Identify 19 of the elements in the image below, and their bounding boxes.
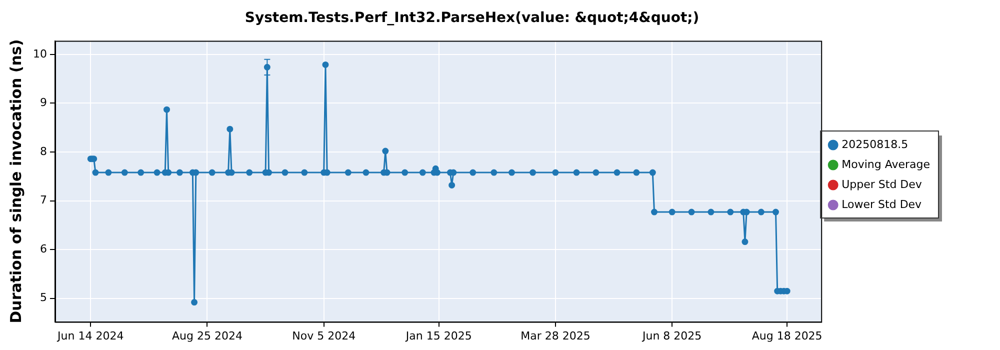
y-tick-label: 7 <box>40 194 47 207</box>
legend-label: Upper Std Dev <box>842 178 922 191</box>
y-tick-label: 5 <box>40 291 47 304</box>
x-tick-label: Aug 18 2025 <box>752 329 822 342</box>
x-tick-label: Aug 25 2024 <box>172 329 242 342</box>
x-tick-label: Jan 15 2025 <box>404 329 472 342</box>
legend-label: Moving Average <box>842 158 930 171</box>
x-tick-label: Jun 8 2025 <box>641 329 702 342</box>
x-tick-label: Jun 14 2024 <box>56 329 124 342</box>
legend-label: 20250818.5 <box>842 138 908 151</box>
y-tick-label: 6 <box>40 242 47 256</box>
y-tick-label: 9 <box>40 96 47 110</box>
y-tick-label: 8 <box>40 144 47 158</box>
y-tick-label: 10 <box>32 47 47 60</box>
legend-label: Lower Std Dev <box>842 198 922 211</box>
x-tick-label: Mar 28 2025 <box>520 329 590 342</box>
x-tick-label: Nov 5 2024 <box>292 329 356 342</box>
chart-title: System.Tests.Perf_Int32.ParseHex(value: &quot;4&quot;) <box>244 10 700 26</box>
y-axis-title: Duration of single invocation (ns) <box>6 39 25 324</box>
